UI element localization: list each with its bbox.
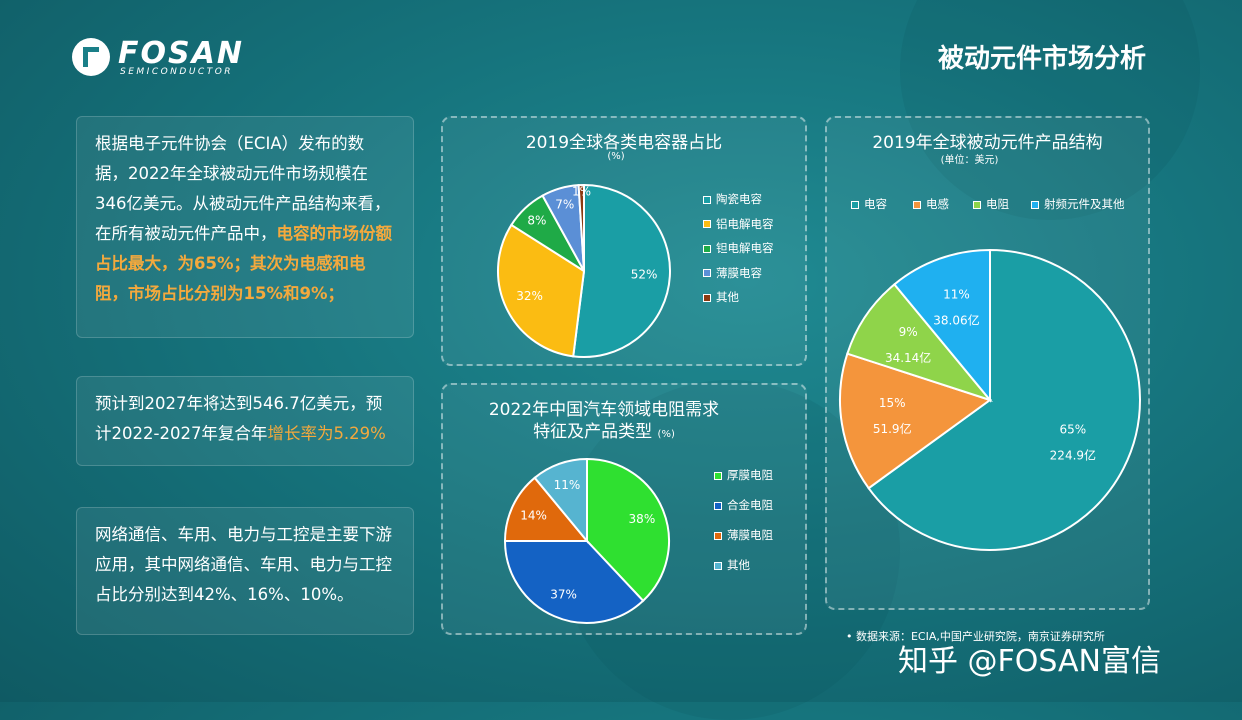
legend-label: 钽电解电容 bbox=[716, 241, 774, 255]
market-share-highlight: 电容的市场份额占比最大，为65%；其次为电感和电阻，市场占比分别为15%和9%； bbox=[95, 224, 392, 303]
data-label-铝电解电容: 32% bbox=[516, 289, 543, 303]
data-label-电阻: 9% bbox=[899, 325, 918, 339]
applications-text: 网络通信、车用、电力与工控是主要下游应用，其中网络通信、车用、电力与工控占比分别… bbox=[95, 525, 392, 604]
legend-item: 钽电解电容 bbox=[703, 240, 774, 256]
data-label-薄膜电阻: 14% bbox=[520, 508, 547, 522]
data-label-电感: 15% bbox=[879, 396, 906, 410]
data-label-射频元件及其他: 11% bbox=[943, 287, 970, 301]
legend-swatch bbox=[714, 501, 722, 510]
chart-title-line1: 2022年中国汽车领域电阻需求 bbox=[488, 400, 720, 420]
legend-swatch bbox=[703, 220, 711, 228]
chart-title-line2: 特征及产品类型 (%) bbox=[403, 417, 805, 442]
legend-label: 陶瓷电容 bbox=[716, 192, 762, 206]
company-logo: FOSAN SEMICONDUCTOR bbox=[72, 38, 262, 80]
pie-slice-其他 bbox=[577, 183, 585, 272]
legend-swatch bbox=[851, 200, 859, 209]
market-size-text: 根据电子元件协会（ECIA）发布的数据，2022年全球被动元件市场规模在346亿… bbox=[95, 134, 391, 243]
growth-rate-highlight: 增长率为5.29% bbox=[267, 424, 386, 443]
legend-item: 铝电解电容 bbox=[703, 216, 774, 232]
legend-item: 薄膜电容 bbox=[703, 265, 762, 281]
legend-label: 其他 bbox=[727, 558, 750, 572]
legend-swatch bbox=[714, 531, 722, 540]
chart-title: 2019年全球被动元件产品结构 bbox=[872, 133, 1103, 153]
legend-label: 其他 bbox=[716, 290, 739, 304]
applications-textbox: 网络通信、车用、电力与工控是主要下游应用，其中网络通信、车用、电力与工控占比分别… bbox=[76, 507, 414, 635]
legend-swatch bbox=[973, 200, 981, 209]
capacitor-share-pie-chart: 52% 32% 8% 7%1% bbox=[497, 183, 671, 358]
chart-title-line2-text: 特征及产品类型 bbox=[533, 422, 653, 442]
market-size-textbox: 根据电子元件协会（ECIA）发布的数据，2022年全球被动元件市场规模在346亿… bbox=[76, 116, 414, 338]
pie-slice-射频元件及其他 bbox=[892, 248, 991, 403]
legend-label: 电阻 bbox=[986, 197, 1009, 211]
pie-slice-薄膜电阻 bbox=[503, 476, 590, 542]
data-amount-电阻: 34.14亿 bbox=[885, 350, 931, 365]
data-label-薄膜电容: 7% bbox=[555, 197, 574, 211]
page-title: 被动元件市场分析 bbox=[937, 44, 1146, 74]
legend-item: 射频元件及其他 bbox=[1031, 196, 1125, 212]
data-label-其他: 1% bbox=[572, 184, 591, 198]
data-label-钽电解电容: 8% bbox=[527, 213, 546, 227]
data-label-电容: 65% bbox=[1060, 423, 1087, 437]
capacitor-share-panel: 2019全球各类电容器占比 (%) 52% 32% 8% 7% 1% 陶瓷电容铝电解电容… bbox=[441, 116, 807, 366]
legend-item: 电阻 bbox=[973, 196, 1009, 212]
resistor-type-panel: 2022年中国汽车领域电阻需求 特征及产品类型 (%) 38% 37% 14% 11%… bbox=[441, 383, 807, 635]
chart-title: 2019全球各类电容器占比 bbox=[525, 133, 723, 153]
legend-swatch bbox=[714, 561, 722, 570]
legend-label: 电感 bbox=[926, 197, 949, 211]
pie-slice-电感 bbox=[839, 352, 993, 490]
chart-unit-note: (%) bbox=[607, 151, 625, 162]
passive-structure-panel: 2019年全球被动元件产品结构 (单位：美元) 65% 224.9亿 15% 51.9… bbox=[825, 116, 1150, 610]
legend-swatch bbox=[913, 200, 921, 209]
legend-item: 陶瓷电容 bbox=[703, 191, 762, 207]
forecast-text: 预计到2027年将达到546.7亿美元，预计2022-2027年复合年 bbox=[95, 394, 383, 443]
legend-label: 厚膜电阻 bbox=[727, 468, 773, 482]
data-label-陶瓷电容: 52% bbox=[631, 267, 658, 281]
pie-slice-电容 bbox=[867, 248, 1141, 551]
pie-slice-合金电阻 bbox=[503, 540, 645, 624]
legend-label: 铝电解电容 bbox=[716, 216, 774, 231]
resistor-type-pie-chart: 38% 37% 14% 11% bbox=[503, 457, 670, 624]
data-amount-射频元件及其他: 38.06亿 bbox=[933, 312, 979, 327]
pie-slice-其他 bbox=[533, 457, 588, 544]
legend-label: 薄膜电容 bbox=[716, 265, 762, 280]
legend-item: 电感 bbox=[913, 196, 949, 212]
chart-unit-note: (%) bbox=[657, 429, 675, 440]
pie-slice-陶瓷电容 bbox=[572, 183, 671, 358]
logo-name: FOSAN bbox=[118, 36, 244, 71]
legend-label: 合金电阻 bbox=[727, 498, 773, 512]
legend-swatch bbox=[703, 244, 711, 253]
data-amount-电感: 51.9亿 bbox=[873, 421, 912, 436]
legend-label: 射频元件及其他 bbox=[1044, 197, 1125, 211]
data-label-合金电阻: 37% bbox=[550, 588, 577, 602]
legend-item: 合金电阻 bbox=[714, 497, 773, 513]
passive-structure-pie-chart: 65% 224.9亿 15% 51.9亿 9% 34.14亿 11% 38.06亿 bbox=[839, 248, 1141, 551]
data-label-厚膜电阻: 38% bbox=[629, 512, 656, 526]
logo-mark-icon bbox=[72, 38, 110, 76]
legend-swatch bbox=[703, 269, 711, 277]
legend-item: 电容 bbox=[851, 196, 887, 212]
logo-subtitle: SEMICONDUCTOR bbox=[120, 67, 234, 77]
legend-item: 其他 bbox=[714, 557, 750, 573]
legend-swatch bbox=[1031, 200, 1039, 209]
legend-swatch bbox=[703, 293, 711, 302]
data-label-其他: 11% bbox=[554, 478, 581, 492]
legend-item: 其他 bbox=[703, 289, 739, 305]
legend-item: 薄膜电阻 bbox=[714, 527, 773, 543]
legend-label: 电容 bbox=[864, 197, 887, 211]
forecast-textbox: 预计到2027年将达到546.7亿美元，预计2022-2027年复合年增长率为5… bbox=[76, 376, 414, 466]
chart-unit-note: (单位：美元) bbox=[940, 155, 999, 166]
legend-swatch bbox=[714, 471, 722, 480]
data-amount-电容: 224.9亿 bbox=[1050, 448, 1096, 463]
pie-slice-电阻 bbox=[846, 283, 993, 403]
legend-swatch bbox=[703, 195, 711, 204]
pie-slice-厚膜电阻 bbox=[586, 457, 670, 603]
legend-label: 薄膜电阻 bbox=[727, 528, 773, 542]
zhihu-watermark: 知乎 @FOSAN富信 bbox=[898, 644, 1161, 679]
legend-item: 厚膜电阻 bbox=[714, 467, 773, 483]
data-source-note: • 数据来源：ECIA,中国产业研究院，南京证券研究所 bbox=[846, 630, 1105, 643]
